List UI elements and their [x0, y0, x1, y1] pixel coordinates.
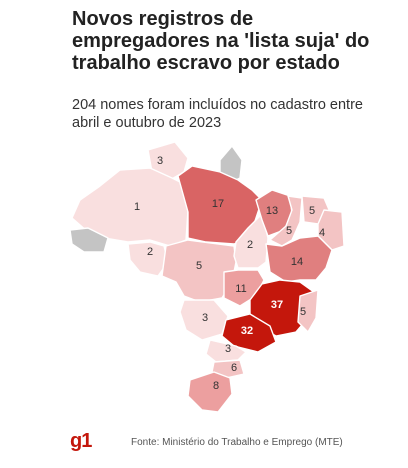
state-label-pi: 5	[286, 225, 292, 237]
state-to[interactable]	[233, 213, 269, 269]
state-label-rn: 4	[319, 227, 325, 239]
state-sc[interactable]	[211, 359, 245, 379]
state-es[interactable]	[297, 289, 319, 333]
chart-subtitle: 204 nomes foram incluídos no cadastro en…	[72, 97, 363, 131]
state-label-go: 11	[235, 283, 246, 295]
chart-title: Novos registros de empregadores na 'list…	[72, 8, 370, 74]
state-label-ba: 14	[291, 256, 303, 268]
state-label-ms: 3	[202, 312, 208, 324]
state-label-rs: 8	[213, 380, 219, 392]
g1-logo: g1	[70, 430, 92, 452]
state-label-mg: 37	[271, 299, 283, 311]
state-label-ce: 5	[309, 205, 315, 217]
state-label-mt: 5	[196, 260, 202, 272]
state-label-pa: 17	[212, 198, 224, 210]
state-label-sp: 32	[241, 325, 253, 337]
state-ba[interactable]	[265, 235, 333, 283]
state-rs[interactable]	[187, 371, 233, 413]
state-label-rr: 3	[157, 155, 163, 167]
state-label-sc: 6	[231, 362, 237, 374]
state-ms[interactable]	[179, 299, 229, 341]
state-label-ma: 13	[266, 205, 278, 217]
state-label-am: 1	[134, 201, 140, 213]
state-ac[interactable]	[69, 227, 109, 253]
state-label-to: 2	[247, 239, 253, 251]
state-label-es: 5	[300, 306, 306, 318]
state-label-ro: 2	[147, 246, 153, 258]
state-mt[interactable]	[161, 239, 237, 303]
source-note: Fonte: Ministério do Trabalho e Emprego …	[131, 437, 343, 448]
state-label-pr: 3	[225, 343, 231, 355]
state-sp[interactable]	[221, 313, 277, 353]
